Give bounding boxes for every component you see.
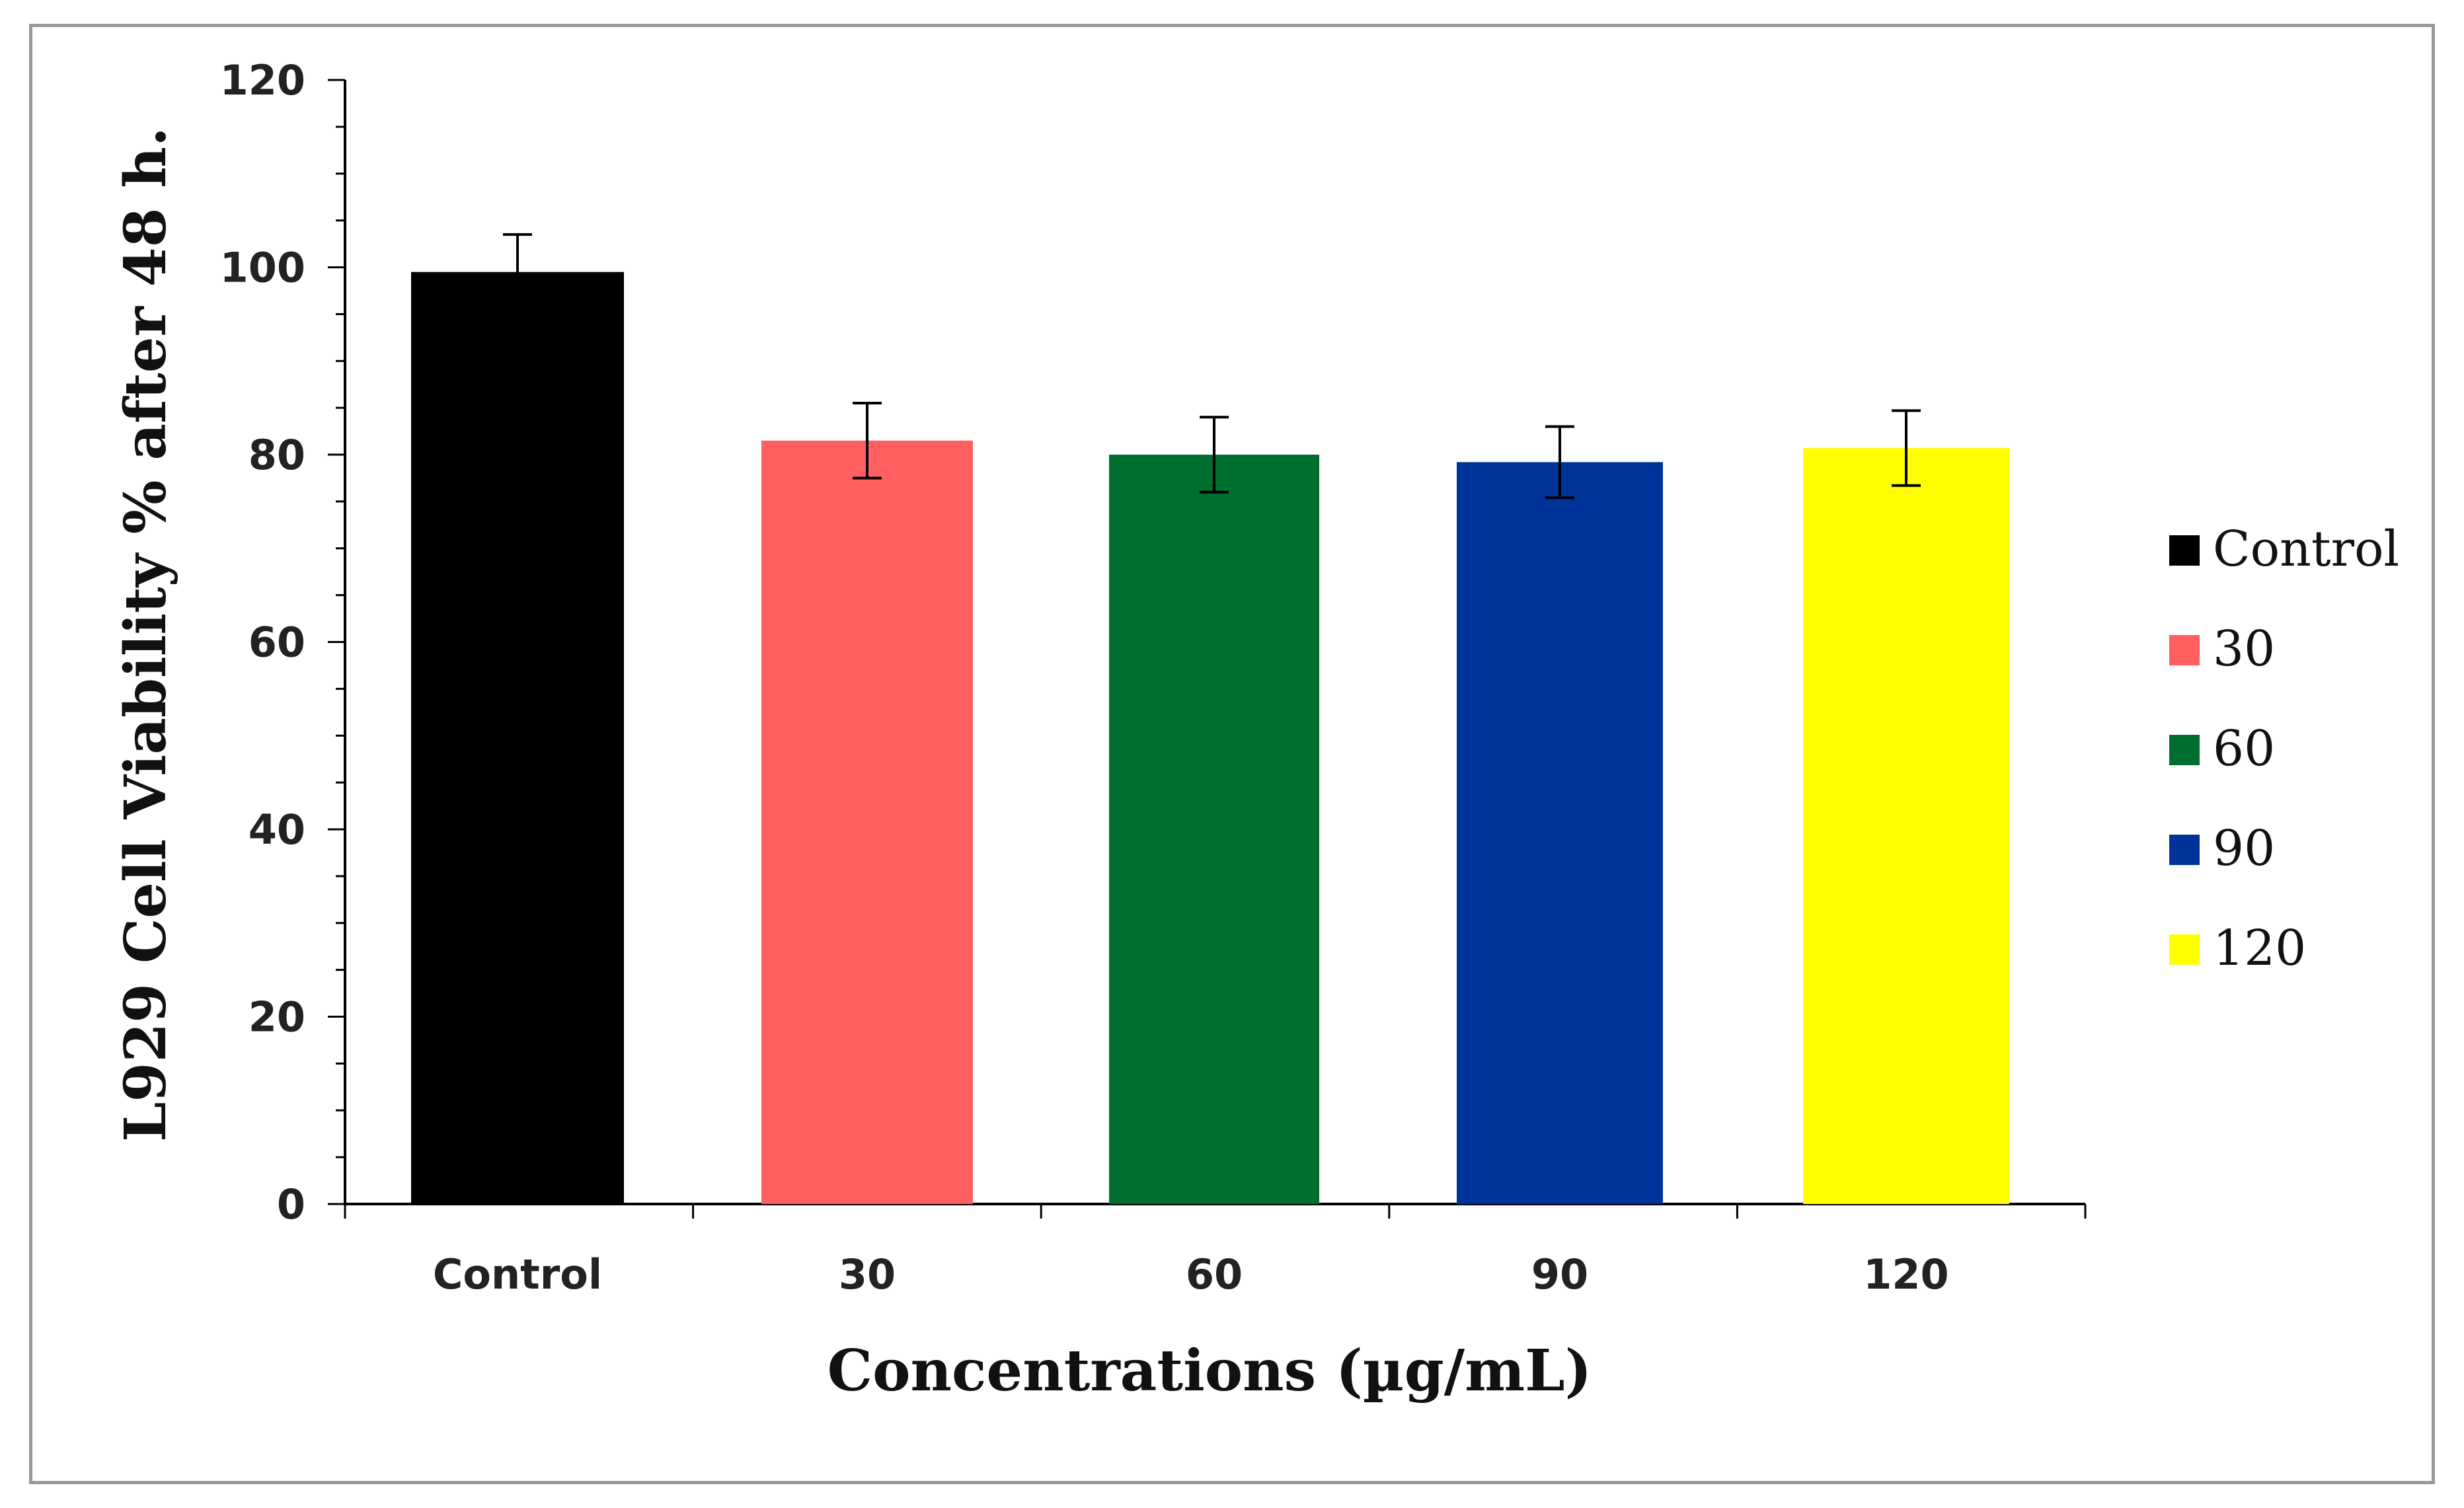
x-axis-tick-labels: Control 30 60 90 120 <box>433 1250 1949 1299</box>
y-tick-label: 20 <box>249 993 305 1041</box>
x-tick-label: 120 <box>1863 1250 1948 1299</box>
y-tick-label: 100 <box>220 244 305 292</box>
bars <box>411 272 2009 1204</box>
x-tick-label: 90 <box>1531 1250 1588 1299</box>
legend-entry: 120 <box>2169 920 2306 977</box>
y-axis-ticks: 0 20 40 60 80 100 120 <box>220 56 345 1228</box>
bar-120 <box>1803 448 2009 1204</box>
bar-control <box>411 272 624 1204</box>
legend-swatch <box>2169 934 2200 965</box>
error-bars <box>503 233 1921 500</box>
legend-label: Control <box>2213 521 2399 578</box>
legend: Control 30 60 90 120 <box>2169 521 2399 977</box>
legend-swatch <box>2169 835 2200 865</box>
x-tick-label: 60 <box>1186 1250 1243 1299</box>
legend-swatch <box>2169 535 2200 566</box>
error-bar-60 <box>1200 416 1229 494</box>
y-axis-title: L929 Cell Viability % after 48 h. <box>112 127 179 1142</box>
x-axis-title: Concentrations (µg/mL) <box>828 1338 1592 1404</box>
bar-90 <box>1457 462 1663 1204</box>
y-tick-label: 60 <box>249 619 305 667</box>
bar-30 <box>761 440 973 1204</box>
x-tick-label: 30 <box>839 1250 896 1299</box>
error-bar-control <box>503 233 532 311</box>
legend-entry: Control <box>2169 521 2399 578</box>
error-bar-120 <box>1892 409 1921 487</box>
legend-entry: 60 <box>2169 720 2275 777</box>
bar-60 <box>1109 455 1319 1204</box>
x-tick-label: Control <box>433 1250 602 1299</box>
legend-swatch <box>2169 735 2200 765</box>
legend-label: 30 <box>2213 621 2275 677</box>
error-bar-30 <box>853 402 882 480</box>
legend-swatch <box>2169 635 2200 665</box>
y-tick-label: 80 <box>249 431 305 479</box>
legend-label: 60 <box>2213 720 2275 777</box>
legend-entry: 30 <box>2169 621 2275 677</box>
legend-entry: 90 <box>2169 820 2275 877</box>
y-tick-label: 40 <box>249 806 305 854</box>
error-bar-90 <box>1545 425 1574 500</box>
legend-label: 120 <box>2213 920 2306 977</box>
legend-label: 90 <box>2213 820 2275 877</box>
y-tick-label: 0 <box>277 1180 305 1228</box>
y-tick-label: 120 <box>220 56 305 104</box>
